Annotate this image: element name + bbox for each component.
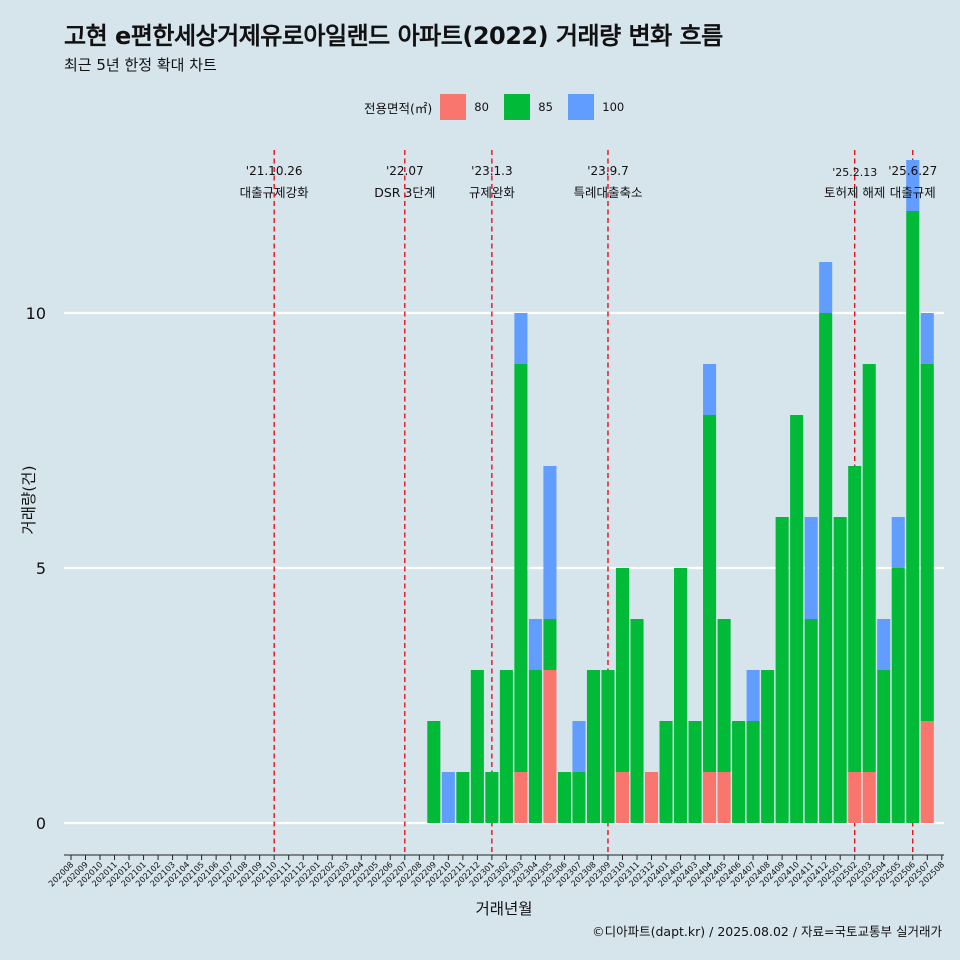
bar-202402-85 (674, 568, 688, 823)
source-caption: ©디아파트(dapt.kr) / 2025.08.02 / 자료=국토교통부 실… (592, 924, 942, 939)
bar-202405-85 (717, 619, 731, 772)
bar-202503-85 (862, 364, 876, 772)
legend-label-85: 85 (538, 100, 553, 114)
legend-swatch-85 (504, 94, 531, 120)
bar-202310-80 (615, 772, 630, 823)
bar-202306-85 (557, 772, 571, 823)
bar-202409-85 (775, 517, 789, 823)
bar-202308-85 (586, 670, 600, 823)
bar-202301-85 (485, 772, 499, 823)
bar-202410-85 (790, 415, 804, 823)
bar-202401-85 (659, 721, 673, 823)
bar-202504-100 (877, 619, 891, 670)
bar-202412-85 (819, 313, 833, 823)
event-text-label: 특례대출축소 (573, 185, 642, 200)
bar-202506-100 (906, 160, 920, 211)
event-date-label: '21.10.26 (246, 164, 303, 178)
bar-202405-80 (717, 772, 731, 823)
bar-202502-85 (848, 466, 862, 772)
bar-202406-85 (732, 721, 746, 823)
bar-202407-100 (746, 670, 760, 721)
bar-202504-85 (877, 670, 891, 823)
event-annotations: '21.10.26 대출규제강화 '22.07 DSR 3단계 '23.1.3 규제완화 '… (240, 164, 938, 200)
bar-202305-100 (543, 466, 557, 619)
bar-202502-80 (848, 772, 862, 823)
legend-title: 전용면적(㎡) (364, 100, 433, 116)
bars (427, 160, 934, 823)
event-date-label: '23.9.7 (587, 164, 628, 178)
bar-202212-85 (470, 670, 484, 823)
bar-202501-85 (833, 517, 847, 823)
legend-swatch-80 (440, 94, 467, 120)
bar-202404-85 (703, 415, 717, 772)
event-text-label: 대출규제 (890, 185, 936, 200)
bar-202304-100 (528, 619, 542, 670)
y-axis-title: 거래량(건) (20, 465, 38, 534)
bar-202507-100 (920, 313, 934, 364)
bar-202309-85 (601, 670, 615, 823)
bar-202407-85 (746, 721, 760, 823)
bar-202209-85 (427, 721, 441, 823)
event-date-label: '22.07 (386, 164, 424, 178)
bar-202303-85 (514, 364, 528, 772)
bar-202503-80 (862, 772, 876, 823)
bar-202307-85 (572, 772, 586, 823)
event-date-label: '25.2.13 (832, 166, 877, 179)
bar-202307-100 (572, 721, 586, 772)
legend-label-80: 80 (474, 100, 489, 114)
bar-202210-100 (441, 772, 455, 823)
event-text-label: 규제완화 (469, 185, 516, 200)
bar-202403-85 (688, 721, 702, 823)
bar-202412-100 (819, 262, 833, 313)
bar-202302-85 (499, 670, 513, 823)
bar-202305-85 (543, 619, 557, 670)
y-tick-label: 5 (36, 559, 46, 578)
bar-202506-85 (906, 211, 920, 823)
legend-swatch-100 (568, 94, 595, 120)
bar-202211-85 (456, 772, 470, 823)
legend-item-80: 80 (440, 94, 498, 120)
legend-item-85: 85 (504, 94, 562, 120)
bar-202411-100 (804, 517, 818, 619)
y-tick-label: 10 (26, 304, 46, 323)
bar-202404-80 (703, 772, 717, 823)
bar-202507-85 (920, 364, 934, 721)
bar-202304-85 (528, 670, 542, 823)
bar-202303-100 (514, 313, 528, 364)
bar-202310-85 (615, 568, 630, 772)
legend-label-100: 100 (602, 100, 625, 114)
legend-item-100: 100 (568, 94, 626, 120)
x-axis-title: 거래년월 (475, 900, 532, 918)
event-text-label: 토허제 해제 (824, 185, 885, 200)
y-tick-label: 0 (36, 814, 46, 833)
bar-202311-85 (630, 619, 644, 823)
event-text-label: DSR 3단계 (374, 185, 435, 200)
bar-202408-85 (761, 670, 775, 823)
event-text-label: 대출규제강화 (240, 185, 310, 200)
bar-202404-100 (703, 364, 717, 415)
bar-202505-100 (891, 517, 905, 568)
event-date-label: '23.1.3 (471, 164, 512, 178)
chart-title: 고현 e편한세상거제유로아일랜드 아파트(2022) 거래량 변화 흐름 (64, 22, 723, 50)
bar-202303-80 (514, 772, 528, 823)
bar-202305-80 (543, 670, 557, 823)
bar-202505-85 (891, 568, 905, 823)
bar-202411-85 (804, 619, 818, 823)
bar-202312-80 (644, 772, 659, 823)
legend: 전용면적(㎡) 80 85 100 (364, 93, 632, 121)
event-date-label: '25.6.27 (888, 164, 937, 178)
chart-subtitle: 최근 5년 한정 확대 차트 (64, 56, 217, 74)
bar-202507-80 (920, 721, 934, 823)
